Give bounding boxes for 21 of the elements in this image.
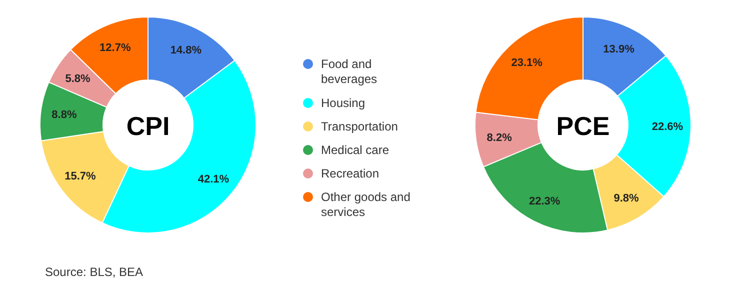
data-label: 23.1% xyxy=(511,56,543,69)
legend-label: Housing xyxy=(321,96,366,110)
text: PCE xyxy=(556,111,610,141)
data-label: 8.2% xyxy=(486,132,512,144)
data-label: 12.7% xyxy=(100,42,131,54)
data-label: 42.1% xyxy=(198,173,230,186)
legend-label: Medical care xyxy=(321,143,390,157)
data-label: 22.6% xyxy=(652,121,684,134)
data-label: 9.8% xyxy=(614,192,640,205)
data-label: 15.7% xyxy=(64,170,96,182)
legend-label: Other goods and services xyxy=(321,190,410,219)
data-label: 8.8% xyxy=(52,109,77,122)
legend-label: Transportation xyxy=(321,120,398,134)
data-label: 22.3% xyxy=(529,195,560,208)
text: CPI xyxy=(126,111,170,141)
legend-label: Food and beverages xyxy=(321,57,378,86)
legend-label: Recreation xyxy=(321,166,380,180)
data-label: 5.8% xyxy=(65,73,91,86)
data-label: 14.8% xyxy=(170,44,202,56)
source-note: Source: BLS, BEA xyxy=(45,265,144,279)
data-label: 13.9% xyxy=(603,43,635,56)
